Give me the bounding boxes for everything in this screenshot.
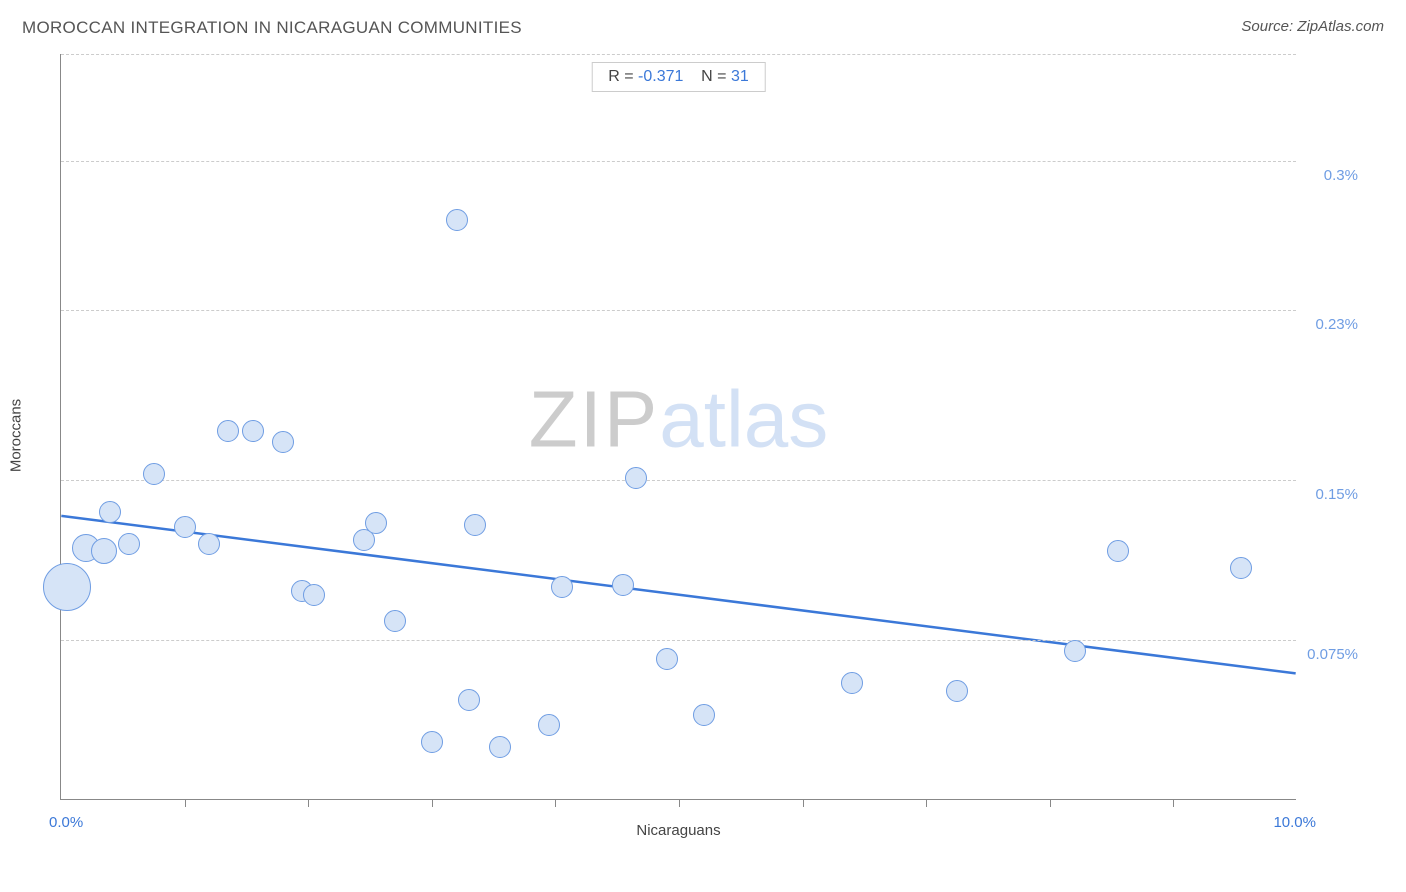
r-value: -0.371 — [638, 68, 683, 85]
scatter-point — [612, 574, 634, 596]
scatter-point — [946, 680, 968, 702]
y-tick-label: 0.075% — [1307, 646, 1358, 663]
watermark-atlas: atlas — [659, 374, 828, 463]
scatter-point — [458, 689, 480, 711]
scatter-point — [99, 501, 121, 523]
scatter-point — [272, 431, 294, 453]
scatter-point — [489, 736, 511, 758]
y-tick-label: 0.3% — [1324, 167, 1358, 184]
scatter-point — [656, 648, 678, 670]
scatter-plot: R = -0.371 N = 31 ZIPatlas Moroccans Nic… — [60, 54, 1296, 800]
gridline — [61, 480, 1296, 481]
gridline — [61, 161, 1296, 162]
x-tick — [432, 799, 433, 807]
gridline — [61, 54, 1296, 55]
scatter-point — [1064, 640, 1086, 662]
x-axis-label: Nicaraguans — [636, 822, 720, 839]
r-label: R = — [608, 68, 638, 85]
stats-box: R = -0.371 N = 31 — [591, 62, 766, 92]
scatter-point — [303, 584, 325, 606]
x-tick — [926, 799, 927, 807]
chart-title: MOROCCAN INTEGRATION IN NICARAGUAN COMMU… — [22, 18, 522, 38]
scatter-point — [1230, 557, 1252, 579]
gridline — [61, 310, 1296, 311]
gridline — [61, 640, 1296, 641]
source-name: ZipAtlas.com — [1297, 18, 1384, 35]
scatter-point — [421, 731, 443, 753]
scatter-point — [217, 420, 239, 442]
x-tick — [308, 799, 309, 807]
scatter-point — [841, 672, 863, 694]
scatter-point — [625, 467, 647, 489]
scatter-point — [198, 533, 220, 555]
scatter-point — [446, 209, 468, 231]
scatter-point — [384, 610, 406, 632]
y-tick-label: 0.23% — [1315, 316, 1358, 333]
n-value: 31 — [731, 68, 749, 85]
scatter-point — [464, 514, 486, 536]
scatter-point — [174, 516, 196, 538]
scatter-point — [242, 420, 264, 442]
x-tick — [1173, 799, 1174, 807]
scatter-point — [365, 512, 387, 534]
x-tick — [803, 799, 804, 807]
scatter-point — [91, 538, 117, 564]
x-max-label: 10.0% — [1273, 814, 1316, 831]
scatter-point — [43, 563, 91, 611]
x-tick — [555, 799, 556, 807]
scatter-point — [538, 714, 560, 736]
scatter-point — [551, 576, 573, 598]
x-tick — [1050, 799, 1051, 807]
x-tick — [185, 799, 186, 807]
y-tick-label: 0.15% — [1315, 486, 1358, 503]
n-label: N = — [701, 68, 731, 85]
watermark: ZIPatlas — [529, 373, 828, 465]
source-prefix: Source: — [1241, 18, 1297, 35]
y-axis-label: Moroccans — [8, 398, 25, 471]
watermark-zip: ZIP — [529, 374, 659, 463]
scatter-point — [143, 463, 165, 485]
scatter-point — [1107, 540, 1129, 562]
source-attribution: Source: ZipAtlas.com — [1241, 18, 1384, 35]
scatter-point — [118, 533, 140, 555]
x-tick — [679, 799, 680, 807]
x-min-label: 0.0% — [49, 814, 83, 831]
scatter-point — [693, 704, 715, 726]
